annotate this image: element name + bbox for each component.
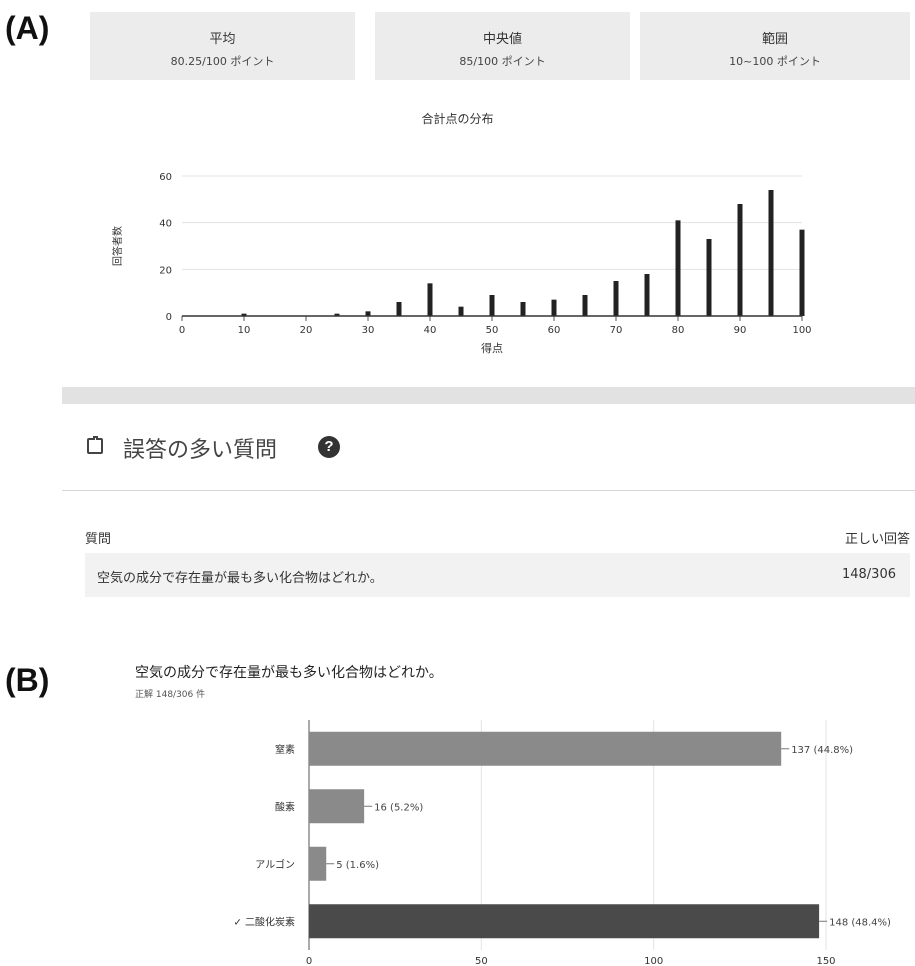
answer-bar bbox=[309, 846, 327, 881]
histogram-bar bbox=[737, 204, 743, 316]
category-label: ✓ 二酸化炭素 bbox=[233, 915, 295, 928]
x-tick-label: 80 bbox=[672, 325, 685, 336]
stat-title: 中央値 bbox=[482, 32, 522, 47]
section-divider bbox=[62, 387, 915, 404]
x-tick-label: 30 bbox=[362, 325, 375, 336]
histogram-title: 合計点の分布 bbox=[421, 112, 494, 126]
x-tick-label: 20 bbox=[300, 325, 313, 336]
x-tick-label: 70 bbox=[610, 325, 623, 336]
category-label: 酸素 bbox=[275, 800, 295, 813]
x-tick-label: 40 bbox=[424, 325, 437, 336]
panel-b-label: (B) bbox=[5, 662, 50, 698]
question-chart-title: 空気の成分で存在量が最も多い化合物はどれか。 bbox=[135, 665, 443, 681]
y-tick-label: 0 bbox=[166, 312, 172, 323]
x-tick-label: 60 bbox=[548, 325, 561, 336]
histogram-bar bbox=[427, 283, 433, 316]
y-tick-label: 20 bbox=[159, 265, 172, 276]
histogram-bar bbox=[675, 220, 681, 316]
histogram-bar bbox=[241, 313, 247, 316]
y-tick-label: 40 bbox=[159, 219, 172, 230]
answer-bar bbox=[309, 789, 365, 824]
category-label: 窒素 bbox=[275, 743, 295, 756]
histogram-bar bbox=[520, 302, 526, 316]
data-label: 5 (1.6%) bbox=[336, 860, 379, 871]
section-underline bbox=[62, 490, 915, 491]
y-tick-label: 60 bbox=[159, 172, 172, 183]
stat-card-range: 範囲 10~100 ポイント bbox=[640, 12, 910, 80]
x-tick-label: 100 bbox=[644, 956, 663, 966]
stat-title: 平均 bbox=[209, 32, 236, 47]
x-tick-label: 90 bbox=[734, 325, 747, 336]
x-tick-label: 50 bbox=[486, 325, 499, 336]
x-tick-label: 150 bbox=[816, 956, 835, 966]
table-row[interactable]: 空気の成分で存在量が最も多い化合物はどれか。 148/306 bbox=[85, 553, 910, 597]
stat-value: 80.25/100 ポイント bbox=[170, 55, 275, 68]
stat-value: 85/100 ポイント bbox=[459, 55, 546, 68]
clipboard-alert-icon bbox=[87, 436, 103, 454]
column-header-correct: 正しい回答 bbox=[844, 532, 910, 547]
stat-value: 10~100 ポイント bbox=[729, 55, 821, 68]
x-tick-label: 0 bbox=[306, 956, 312, 966]
histogram-bar bbox=[582, 295, 588, 316]
section-title: 誤答の多い質問 bbox=[123, 438, 278, 463]
answer-bar bbox=[309, 904, 820, 939]
question-circle-icon[interactable]: ? bbox=[318, 436, 340, 458]
histogram-bar bbox=[644, 274, 650, 316]
histogram-bar bbox=[489, 295, 495, 316]
data-label: 148 (48.4%) bbox=[829, 917, 891, 928]
stat-card-median: 中央値 85/100 ポイント bbox=[375, 12, 630, 80]
question-text: 空気の成分で存在量が最も多い化合物はどれか。 bbox=[97, 571, 383, 586]
data-label: 16 (5.2%) bbox=[374, 802, 423, 813]
y-axis-label: 回答者数 bbox=[111, 226, 124, 266]
x-tick-label: 100 bbox=[792, 325, 811, 336]
histogram-bar bbox=[396, 302, 402, 316]
x-tick-label: 10 bbox=[238, 325, 251, 336]
panel-a-label: (A) bbox=[5, 10, 50, 46]
x-tick-label: 0 bbox=[179, 325, 185, 336]
histogram-bar bbox=[768, 190, 774, 316]
score-histogram: 0 10 20 30 40 50 60 70 80 90 100 0 20 40 60 得点 回答者数 bbox=[111, 172, 812, 355]
histogram-bar bbox=[334, 313, 340, 316]
stat-card-mean: 平均 80.25/100 ポイント bbox=[90, 12, 355, 80]
question-chart-subtitle: 正解 148/306 件 bbox=[135, 690, 206, 700]
stat-title: 範囲 bbox=[761, 32, 788, 47]
data-label: 137 (44.8%) bbox=[791, 745, 853, 756]
category-label: アルゴン bbox=[255, 858, 295, 871]
histogram-bar bbox=[458, 306, 464, 316]
x-tick-label: 50 bbox=[475, 956, 488, 966]
histogram-bar bbox=[365, 311, 371, 316]
histogram-bar bbox=[799, 229, 805, 316]
answer-bar bbox=[309, 731, 782, 766]
histogram-bar bbox=[706, 239, 712, 316]
x-axis-label: 得点 bbox=[481, 342, 503, 355]
histogram-bar bbox=[613, 281, 619, 316]
column-header-question: 質問 bbox=[85, 532, 112, 547]
histogram-bar bbox=[551, 299, 557, 316]
correct-count: 148/306 bbox=[841, 567, 896, 582]
